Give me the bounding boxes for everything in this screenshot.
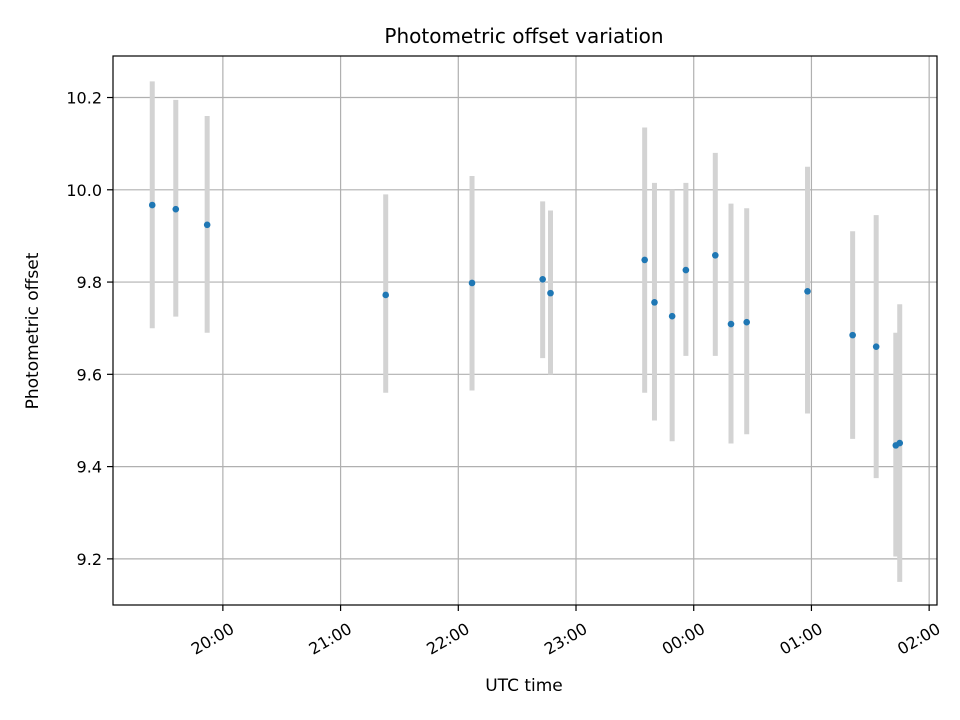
data-point	[651, 299, 658, 306]
data-point	[547, 289, 554, 297]
data-point	[468, 279, 476, 287]
data-point	[148, 201, 156, 209]
plot-frame	[112, 55, 938, 606]
data-points	[148, 201, 904, 449]
y-tick-label: 10.2	[66, 89, 102, 108]
data-point	[668, 312, 676, 320]
y-tick-label: 9.6	[77, 365, 102, 384]
data-point	[727, 320, 735, 328]
grid	[113, 56, 937, 605]
chart-title: Photometric offset variation	[384, 24, 663, 48]
data-point	[872, 343, 880, 350]
data-point	[203, 221, 211, 229]
data-point	[712, 252, 719, 259]
data-point	[743, 318, 750, 326]
data-point	[804, 287, 811, 295]
data-point	[382, 291, 390, 299]
x-axis-title: UTC time	[485, 676, 563, 696]
data-point	[896, 439, 904, 447]
y-axis-ticks: 9.2 9.4 9.6 9.8 10.0 10.2	[66, 89, 113, 569]
y-axis-title: Photometric offset	[23, 252, 43, 409]
data-point	[849, 331, 856, 339]
data-point	[682, 266, 690, 274]
y-tick-label: 9.4	[77, 458, 102, 477]
data-point	[172, 205, 180, 213]
data-point	[641, 256, 648, 264]
y-tick-label: 9.2	[77, 550, 102, 569]
data-point	[539, 275, 546, 283]
y-tick-label: 10.0	[66, 181, 102, 200]
y-tick-label: 9.8	[77, 273, 102, 292]
